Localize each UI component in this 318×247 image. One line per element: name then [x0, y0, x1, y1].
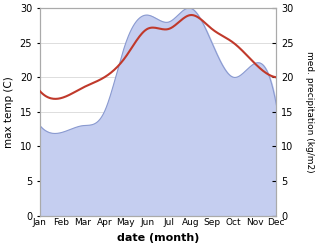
X-axis label: date (month): date (month) [117, 233, 199, 243]
Y-axis label: med. precipitation (kg/m2): med. precipitation (kg/m2) [305, 51, 314, 173]
Y-axis label: max temp (C): max temp (C) [4, 76, 14, 148]
